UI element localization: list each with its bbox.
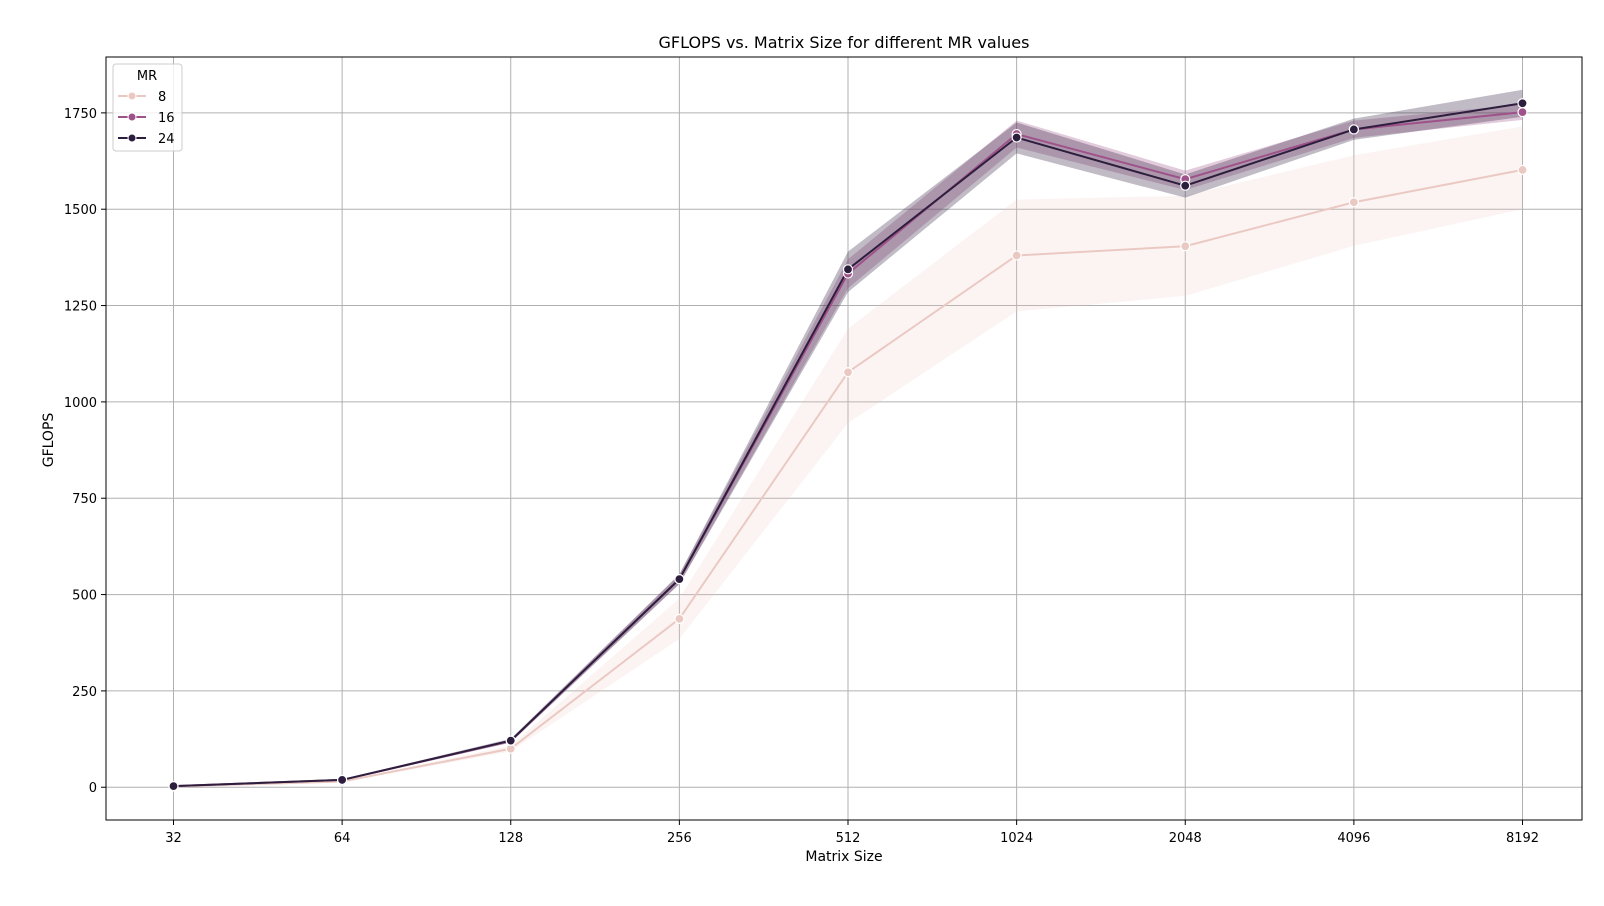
x-tick-label: 2048 [1169,831,1202,846]
data-point-mr-24 [168,780,179,792]
y-tick-label: 500 [72,589,97,604]
legend-entry-label: 8 [158,90,166,105]
data-point-mr-24 [1180,180,1191,191]
grid [106,57,1582,820]
legend-swatch-marker [127,91,137,101]
x-tick-label: 512 [836,831,861,846]
y-tick-label: 750 [72,492,97,507]
y-tick-label: 250 [72,685,97,700]
data-point-mr-24 [1517,98,1528,109]
legend-title: MR [137,69,157,84]
chart-title: GFLOPS vs. Matrix Size for different MR … [659,33,1030,52]
legend: MR8 16 24 [112,63,183,152]
y-tick-label: 1000 [64,396,97,411]
y-axis-ticks: 0 250 500 750 1000 1250 1500 1750 [64,107,106,796]
legend-entry-label: 16 [158,111,175,126]
y-tick-label: 0 [89,781,97,796]
data-point-mr-8 [1517,164,1528,176]
data-point-mr-24 [1011,132,1022,143]
y-axis-label: GFLOPS [41,413,57,468]
x-tick-label: 64 [334,831,351,846]
data-point-mr-8 [1348,197,1359,208]
legend-swatch-marker [127,112,137,122]
y-tick-label: 1250 [64,300,97,315]
x-axis-ticks: 32 64 128 256 512 1024 2048 4096 8192 [165,820,1539,846]
x-tick-label: 8192 [1506,831,1539,846]
plot-frame [105,56,1583,821]
legend-box [112,63,183,152]
x-tick-label: 1024 [1000,831,1033,846]
x-tick-label: 128 [498,831,523,846]
data-point-mr-24 [842,264,854,275]
y-tick-label: 1500 [64,203,97,218]
data-point-mr-24 [1348,124,1359,135]
data-point-mr-24 [505,735,516,746]
confidence-band-mr-8 [173,126,1523,787]
legend-entry-label: 24 [158,132,175,147]
data-point-mr-8 [1180,241,1191,252]
y-tick-label: 1750 [64,107,97,122]
confidence-bands [173,89,1523,787]
x-tick-label: 256 [667,831,692,846]
series-markers [168,98,1528,792]
data-point-mr-8 [1011,250,1022,261]
data-point-mr-24 [337,774,348,786]
legend-swatch-marker [127,133,137,143]
data-point-mr-8 [674,613,685,624]
data-point-mr-24 [674,574,685,585]
x-tick-label: 4096 [1337,831,1370,846]
x-tick-label: 32 [165,831,182,846]
data-point-mr-8 [842,367,854,378]
data-point-mr-16 [1517,107,1528,118]
x-axis-label: Matrix Size [805,849,882,865]
